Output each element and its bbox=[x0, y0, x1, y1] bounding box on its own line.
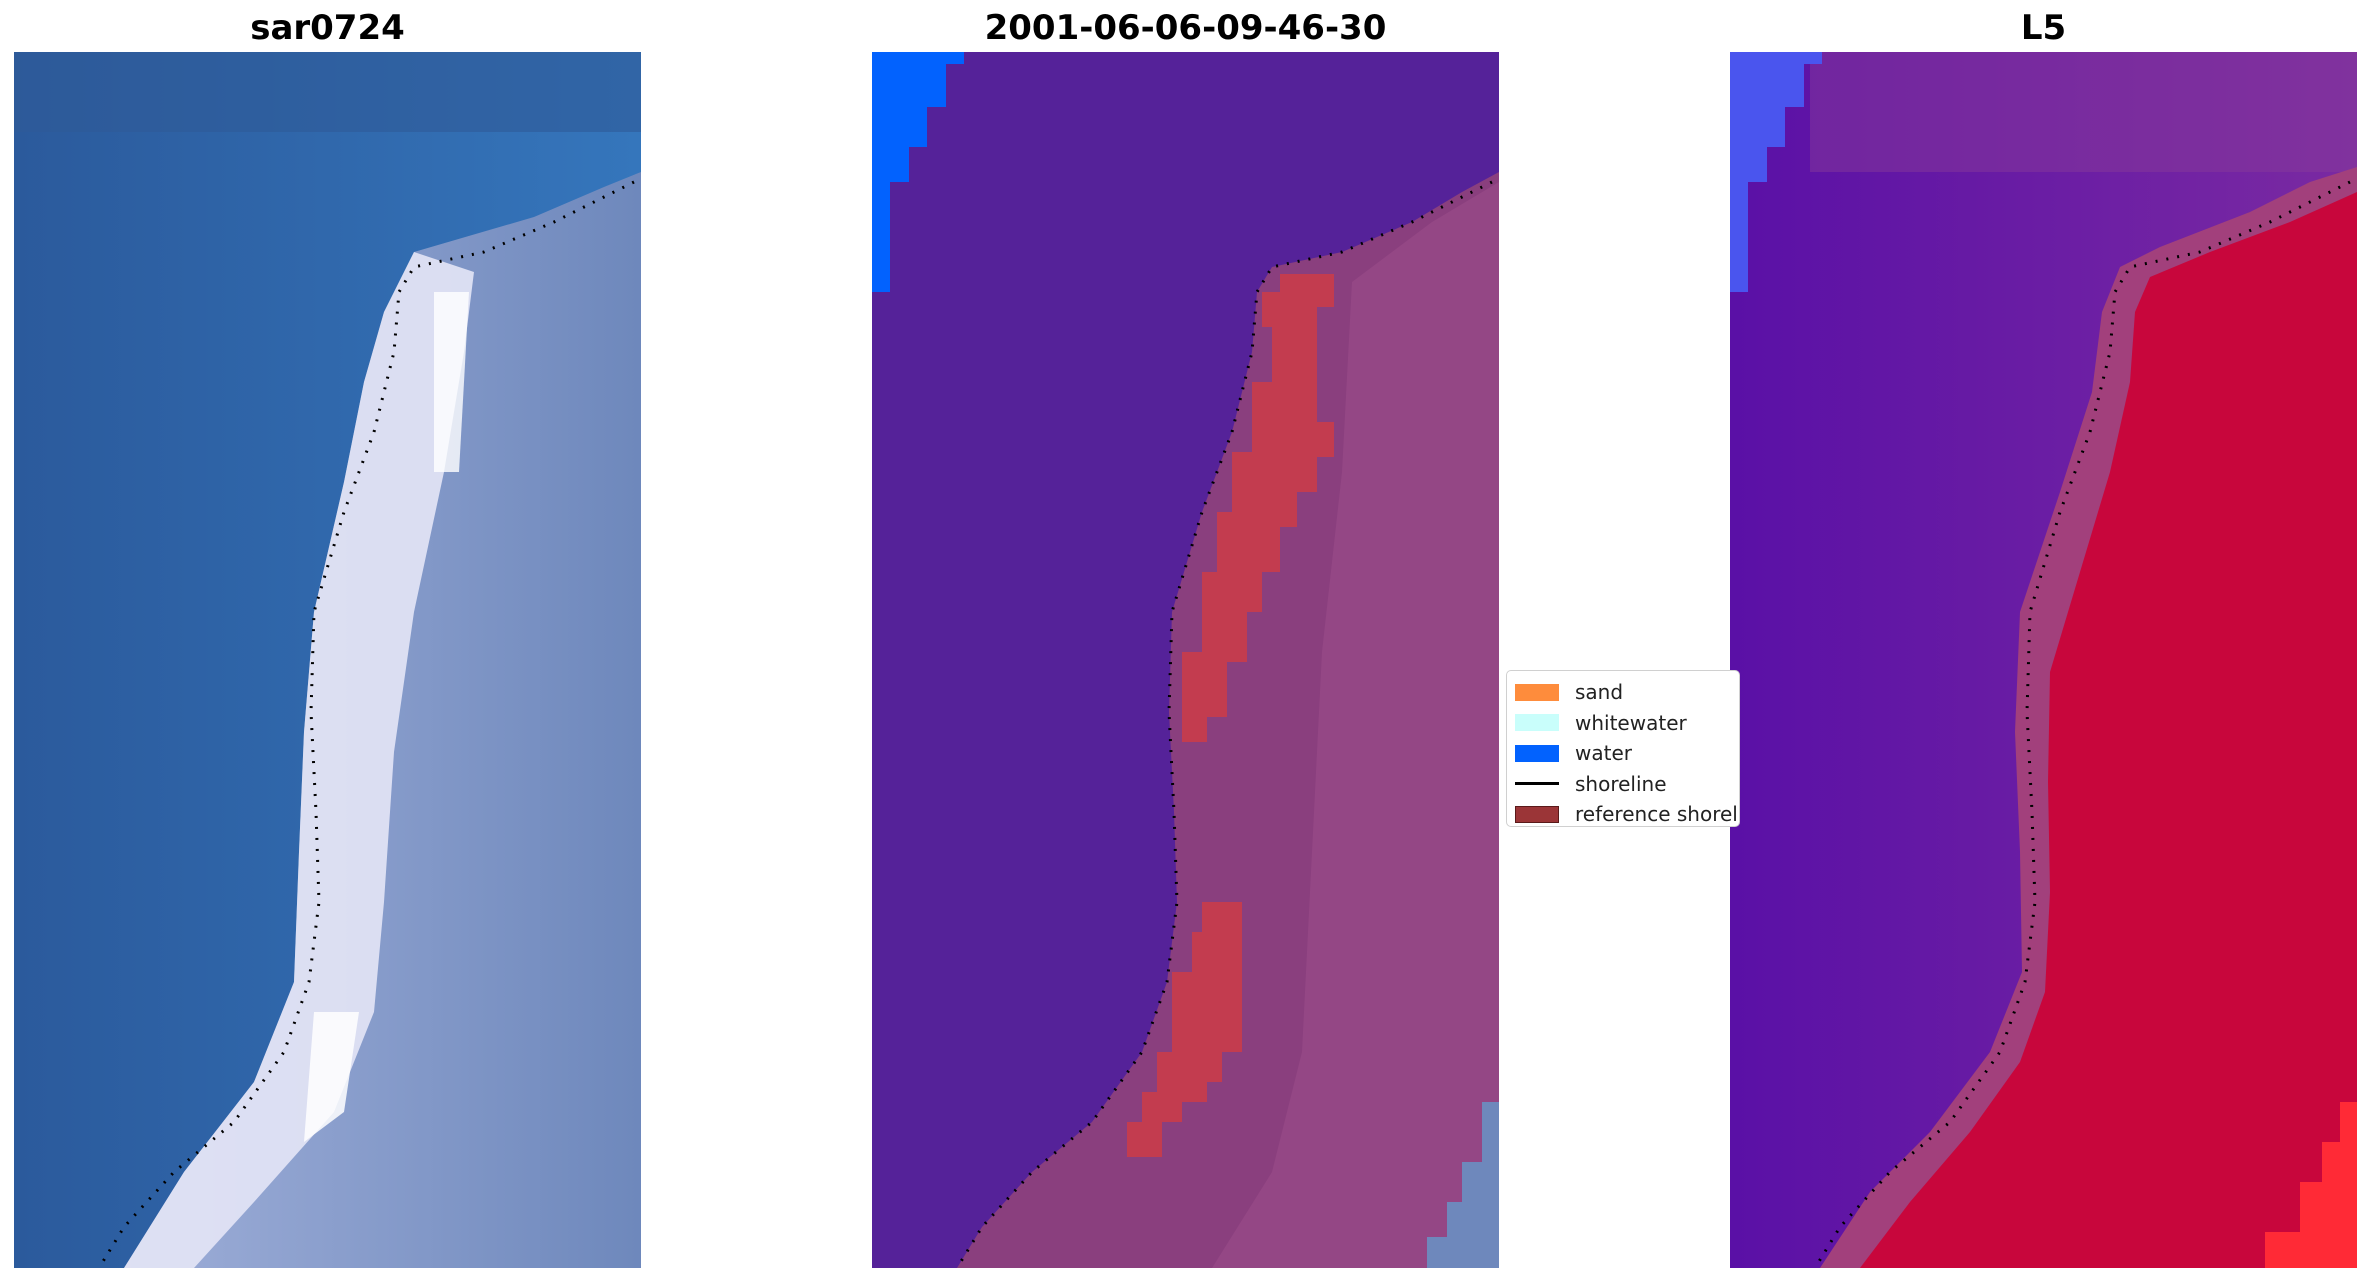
index-panel bbox=[1730, 52, 2357, 1268]
legend: sand whitewater water shoreline referenc… bbox=[1506, 670, 1740, 827]
legend-item-reference-shoreline: reference shoreline buffer bbox=[1515, 799, 1739, 827]
classification-map bbox=[872, 52, 1499, 1268]
reference-buffer-swatch bbox=[1515, 805, 1559, 823]
index-image bbox=[1730, 52, 2357, 1268]
shoreline bbox=[955, 180, 1493, 1268]
index-land bbox=[1860, 192, 2357, 1268]
whitewater-swatch bbox=[1515, 714, 1559, 732]
reference-buffer-south bbox=[1127, 902, 1242, 1157]
panel-title-rgb: sar0724 bbox=[250, 8, 405, 48]
legend-item-sand: sand bbox=[1515, 677, 1739, 708]
shoreline bbox=[97, 180, 635, 1268]
legend-item-whitewater: whitewater bbox=[1515, 708, 1739, 739]
panel-title-classification: 2001-06-06-09-46-30 bbox=[984, 8, 1387, 48]
legend-label: sand bbox=[1575, 680, 1624, 705]
reference-buffer-north bbox=[1182, 274, 1334, 742]
classification-panel bbox=[872, 52, 1499, 1268]
rgb-image-panel bbox=[14, 52, 641, 1268]
panel-title-index: L5 bbox=[2020, 8, 2067, 48]
legend-label: shoreline bbox=[1575, 771, 1667, 796]
shoreline-line-swatch bbox=[1515, 782, 1559, 786]
legend-label: reference shoreline buffer bbox=[1575, 802, 1739, 827]
legend-label: whitewater bbox=[1575, 710, 1687, 735]
legend-item-water: water bbox=[1515, 738, 1739, 769]
rgb-image bbox=[14, 52, 641, 1268]
water-swatch bbox=[1515, 744, 1559, 762]
class-whitewater-corner bbox=[1427, 1102, 1499, 1268]
index-bright-land bbox=[2265, 1102, 2357, 1268]
sand-swatch bbox=[1515, 683, 1559, 701]
class-bright-water bbox=[872, 52, 964, 292]
index-bright-water bbox=[1730, 52, 1822, 292]
legend-label: water bbox=[1575, 741, 1632, 766]
surf-zone bbox=[124, 252, 474, 1268]
shoreline bbox=[1813, 180, 2351, 1268]
legend-item-shoreline: shoreline bbox=[1515, 769, 1739, 800]
